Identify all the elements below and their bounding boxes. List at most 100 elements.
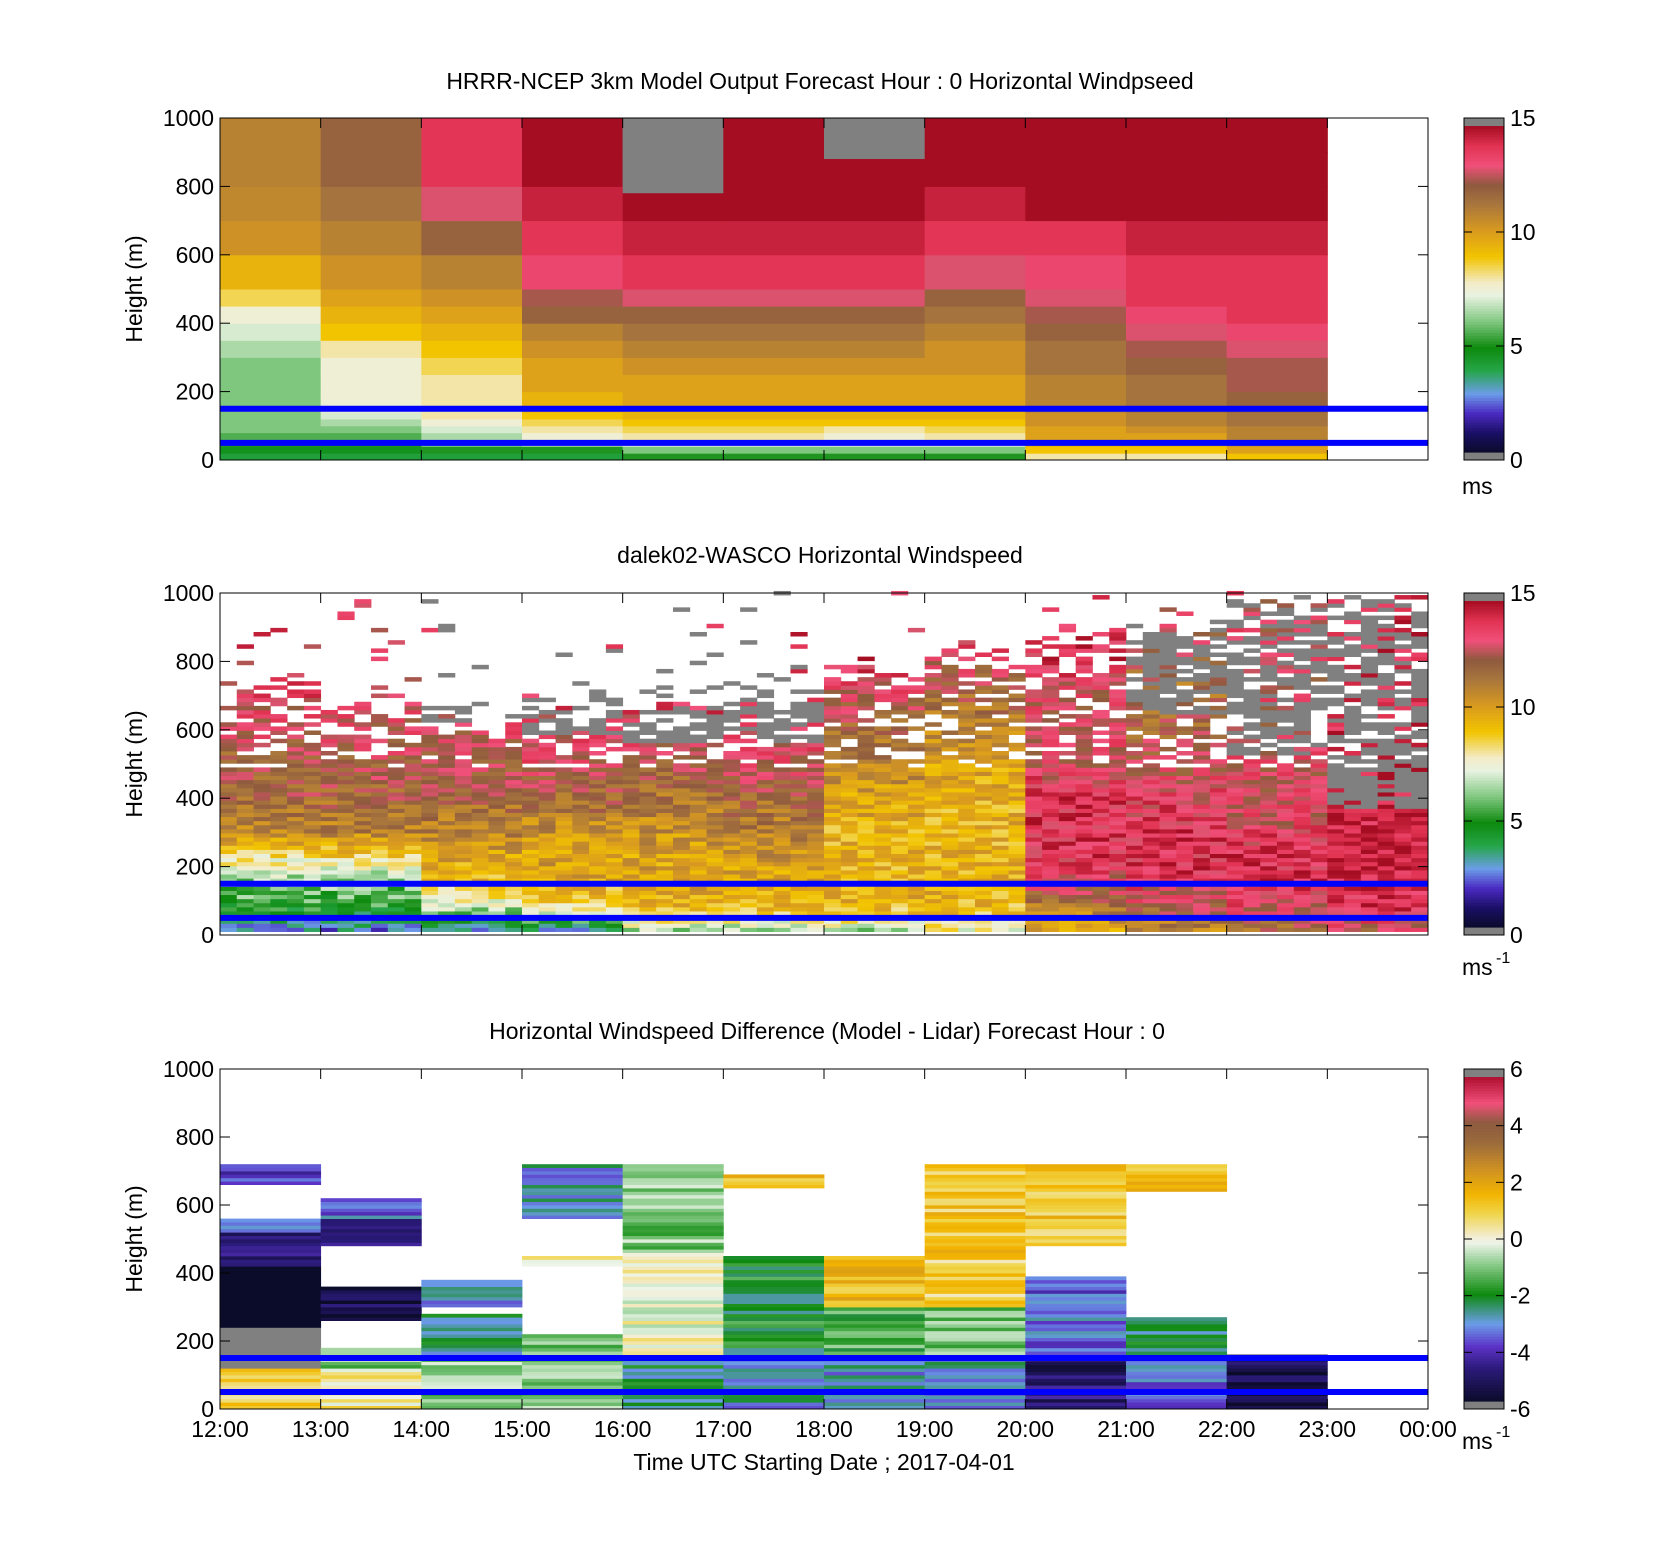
lidar-cell (991, 861, 1009, 867)
lidar-cell (1394, 656, 1412, 662)
lidar-cell (840, 771, 858, 777)
lidar-cell (1092, 927, 1110, 932)
lidar-cell (958, 644, 976, 649)
lidar-cell (488, 911, 506, 916)
lidar-cell (1260, 677, 1278, 682)
lidar-cell (220, 742, 238, 748)
lidar-cell (656, 775, 674, 781)
lidar-cell (807, 800, 825, 805)
lidar-cell (1109, 668, 1127, 674)
lidar-cell (572, 751, 590, 756)
colorbar-swatch (1464, 750, 1504, 754)
lidar-cell (907, 787, 926, 793)
lidar-cell (673, 923, 691, 928)
lidar-cell (1260, 792, 1278, 797)
lidar-cell (773, 755, 791, 760)
lidar-cell (236, 787, 254, 793)
lidar-cell (1109, 878, 1127, 883)
lidar-cell (387, 874, 405, 879)
lidar-cell (505, 853, 523, 859)
lidar-cell (605, 870, 624, 875)
lidar-cell (1344, 824, 1362, 830)
lidar-cell (371, 627, 389, 633)
difference-cell (421, 1351, 523, 1355)
model-cell (723, 432, 825, 440)
lidar-cell (236, 722, 254, 727)
colorbar-swatch (1464, 150, 1504, 154)
lidar-cell (1042, 660, 1060, 666)
lidar-cell (975, 849, 993, 855)
model-cell (421, 453, 523, 461)
lidar-cell (1360, 726, 1379, 731)
lidar-cell (975, 919, 993, 924)
lidar-cell (572, 775, 590, 781)
lidar-cell (991, 751, 1009, 756)
lidar-cell (1411, 927, 1429, 932)
lidar-cell (1293, 857, 1311, 863)
lidar-cell (1411, 874, 1429, 879)
lidar-cell (891, 792, 909, 797)
lidar-cell (421, 833, 439, 838)
lidar-cell (1042, 664, 1060, 670)
lidar-cell (1310, 697, 1328, 703)
lidar-cell (1243, 763, 1261, 768)
lidar-cell (1159, 689, 1177, 694)
lidar-cell (1092, 812, 1110, 818)
lidar-cell (522, 870, 540, 875)
lidar-cell (639, 775, 657, 781)
lidar-cell (522, 861, 540, 867)
lidar-cell (1142, 828, 1160, 834)
lidar-cell (438, 796, 456, 801)
lidar-cell (1344, 738, 1362, 744)
colorbar-swatch (1464, 416, 1504, 420)
lidar-cell (1243, 923, 1261, 928)
model-cell (824, 412, 926, 420)
lidar-cell (773, 828, 791, 834)
lidar-cell (891, 767, 909, 772)
lidar-cell (1209, 911, 1228, 916)
lidar-cell (824, 742, 842, 748)
colorbar-swatch (1464, 318, 1504, 323)
colorbar-swatch (1464, 869, 1504, 874)
lidar-cell (1075, 759, 1093, 764)
lidar-cell (891, 906, 909, 912)
lidar-cell (924, 738, 942, 744)
lidar-cell (320, 771, 338, 777)
lidar-cell (975, 746, 993, 752)
lidar-cell (253, 796, 271, 801)
lidar-cell (1394, 919, 1412, 924)
lidar-cell (1310, 878, 1328, 883)
lidar-cell (1193, 927, 1211, 932)
lidar-cell (723, 833, 741, 838)
lidar-cell (740, 833, 758, 838)
lidar-cell (538, 898, 556, 904)
lidar-cell (287, 783, 305, 789)
lidar-cell (656, 800, 674, 805)
lidar-cell (236, 767, 254, 772)
difference-cell (220, 1395, 322, 1400)
lidar-cell (1058, 874, 1077, 879)
lidar-cell (1260, 673, 1278, 678)
lidar-cell (1226, 668, 1244, 674)
lidar-cell (1176, 857, 1194, 863)
lidar-cell (639, 906, 657, 912)
lidar-cell (1159, 890, 1177, 896)
lidar-cell (1193, 685, 1211, 690)
lidar-cell (706, 857, 724, 863)
lidar-cell (1260, 923, 1278, 928)
lidar-cell (1025, 833, 1043, 838)
lidar-cell (975, 681, 993, 686)
lidar-cell (1394, 595, 1412, 600)
lidar-cell (824, 849, 842, 855)
lidar-cell (706, 796, 724, 801)
lidar-cell (421, 824, 439, 830)
lidar-cell (270, 902, 288, 908)
lidar-cell (1058, 837, 1077, 842)
lidar-cell (874, 870, 892, 875)
lidar-cell (522, 792, 540, 797)
lidar-cell (538, 824, 556, 830)
lidar-cell (1142, 841, 1160, 846)
lidar-cell (1092, 681, 1110, 686)
lidar-cell (1377, 714, 1395, 719)
model-cell (1226, 323, 1328, 341)
